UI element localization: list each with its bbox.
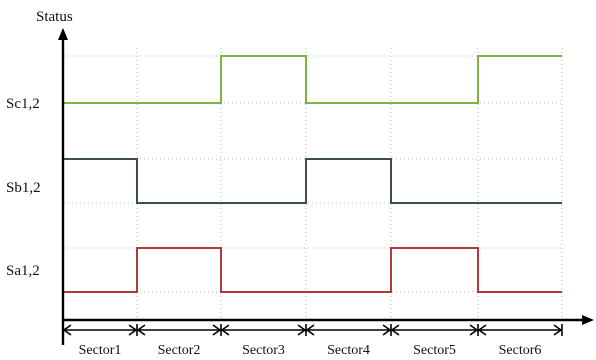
signal-label: Sa1,2 [6, 263, 40, 279]
signal-waveform [63, 247, 562, 293]
axis-title: Status [36, 9, 73, 25]
signal-label: Sc1,2 [6, 96, 40, 112]
sector-label: Sector1 [79, 343, 122, 358]
grid-layer [64, 48, 563, 318]
sector-label: Sector3 [242, 343, 285, 358]
sector-arrow-right [297, 324, 307, 336]
sector-arrow-right [553, 324, 563, 336]
signal-layer [63, 55, 562, 293]
sector-arrow-right [212, 324, 222, 336]
sector-arrow-right [128, 324, 138, 336]
sector-arrow-left [62, 324, 72, 336]
sector-arrow-right [469, 324, 479, 336]
sector-label: Sector4 [327, 343, 370, 358]
sector-label: Sector5 [413, 343, 456, 358]
signal-label-layer: Sc1,2 Sb1,2 Sa1,2 [6, 96, 41, 279]
sector-label: Sector6 [499, 343, 542, 358]
sector-layer: Sector1 Sector2 Sector3 Sector4 Sector5 Secto… [62, 324, 563, 358]
x-axis-arrowhead [582, 315, 594, 325]
sector-arrow-left [305, 324, 315, 336]
sector-arrow-left [220, 324, 230, 336]
y-axis-arrowhead [58, 28, 68, 40]
signal-label: Sb1,2 [6, 180, 41, 196]
axis-layer: Status [36, 9, 594, 345]
sector-arrow-left [477, 324, 487, 336]
sector-arrow-left [136, 324, 146, 336]
sector-arrow-left [390, 324, 400, 336]
signal-waveform [63, 55, 562, 104]
sector-label: Sector2 [158, 343, 201, 358]
sector-arrow-right [382, 324, 392, 336]
signal-waveform [63, 158, 562, 204]
